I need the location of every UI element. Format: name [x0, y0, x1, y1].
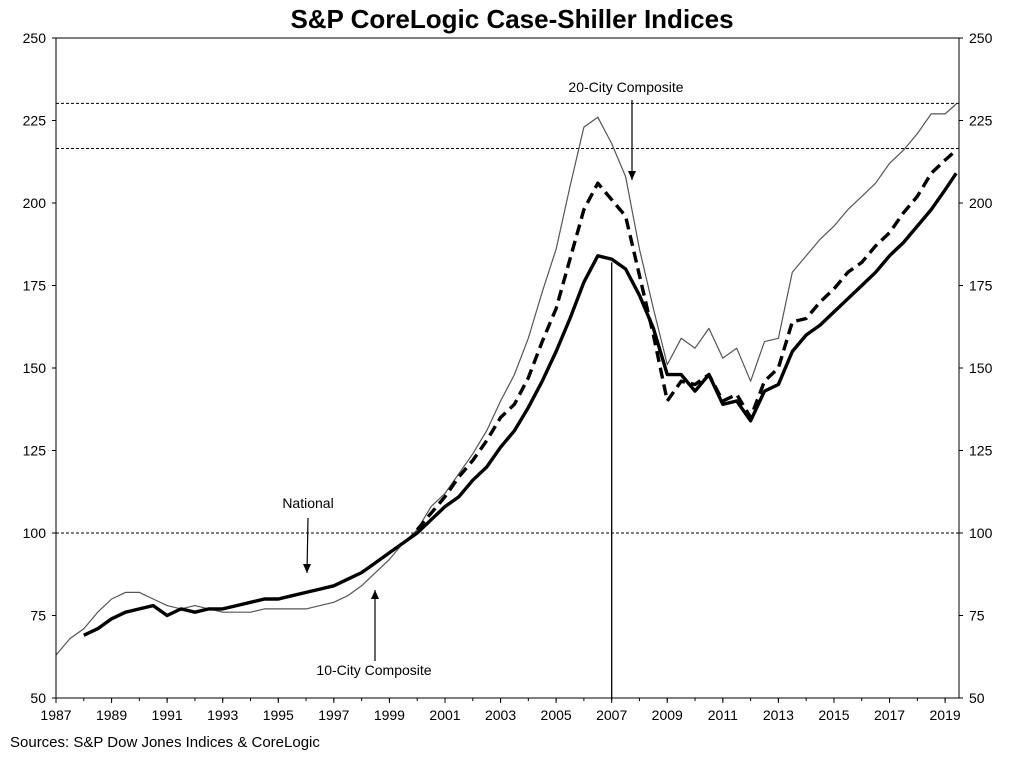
y-tick-label-left: 150	[23, 360, 47, 376]
annotation-arrowhead-national	[303, 564, 311, 573]
annotation-label-20-city-composite: 20-City Composite	[568, 79, 683, 95]
x-tick-label: 2017	[874, 707, 905, 723]
y-tick-label-left: 200	[23, 195, 47, 211]
series-line-national	[83, 172, 958, 637]
series-line-20-city-composite	[415, 148, 958, 531]
chart-source-note: Sources: S&P Dow Jones Indices & CoreLog…	[10, 734, 320, 751]
y-tick-label-right: 50	[969, 690, 985, 706]
x-tick-label: 2019	[930, 707, 961, 723]
x-tick-label: 2007	[596, 707, 627, 723]
reference-lines	[56, 102, 959, 698]
annotation-label-10-city-composite: 10-City Composite	[316, 662, 431, 678]
x-tick-label: 2001	[429, 707, 460, 723]
x-tick-label: 2005	[541, 707, 572, 723]
x-tick-label: 2003	[485, 707, 516, 723]
plot-frame	[55, 37, 960, 699]
x-tick-label: 2011	[708, 707, 738, 723]
chart-title: S&P CoreLogic Case-Shiller Indices	[290, 4, 734, 34]
y-tick-label-left: 250	[23, 30, 47, 46]
y-tick-label-left: 100	[23, 525, 47, 541]
y-tick-label-right: 100	[969, 525, 993, 541]
series-lines	[55, 103, 958, 656]
annotation-label-national: National	[282, 495, 333, 511]
axes: 50 50 75 75 100 100 125 125 150 150 175 175 200 200 22…	[23, 30, 993, 723]
x-tick-label: 1987	[40, 707, 71, 723]
x-tick-label: 1995	[263, 707, 294, 723]
y-tick-label-right: 75	[969, 608, 985, 624]
y-tick-label-right: 175	[969, 278, 993, 294]
x-tick-label: 1997	[318, 707, 349, 723]
x-tick-label: 2009	[652, 707, 683, 723]
y-tick-label-right: 125	[969, 443, 993, 459]
y-tick-label-left: 75	[30, 608, 46, 624]
y-tick-label-left: 50	[30, 690, 46, 706]
annotation-arrowhead-10-city-composite	[371, 590, 379, 599]
x-tick-label: 2015	[818, 707, 849, 723]
y-tick-label-left: 175	[23, 278, 47, 294]
x-tick-label: 1991	[152, 707, 183, 723]
y-tick-label-right: 200	[969, 195, 993, 211]
x-tick-label: 1999	[374, 707, 405, 723]
y-tick-label-right: 225	[969, 113, 993, 129]
y-tick-label-left: 125	[23, 443, 47, 459]
annotation-arrow-national	[306, 517, 309, 574]
x-tick-label: 1993	[207, 707, 238, 723]
x-tick-label: 1989	[96, 707, 127, 723]
y-tick-label-left: 225	[23, 113, 47, 129]
series-line-10-city-composite	[55, 103, 957, 656]
annotations: 20-City Composite National 10-City Composi…	[282, 79, 683, 678]
annotation-arrowhead-20-city-composite	[628, 171, 636, 180]
x-tick-label: 2013	[763, 707, 794, 723]
y-tick-label-right: 150	[969, 360, 993, 376]
y-tick-label-right: 250	[969, 30, 993, 46]
